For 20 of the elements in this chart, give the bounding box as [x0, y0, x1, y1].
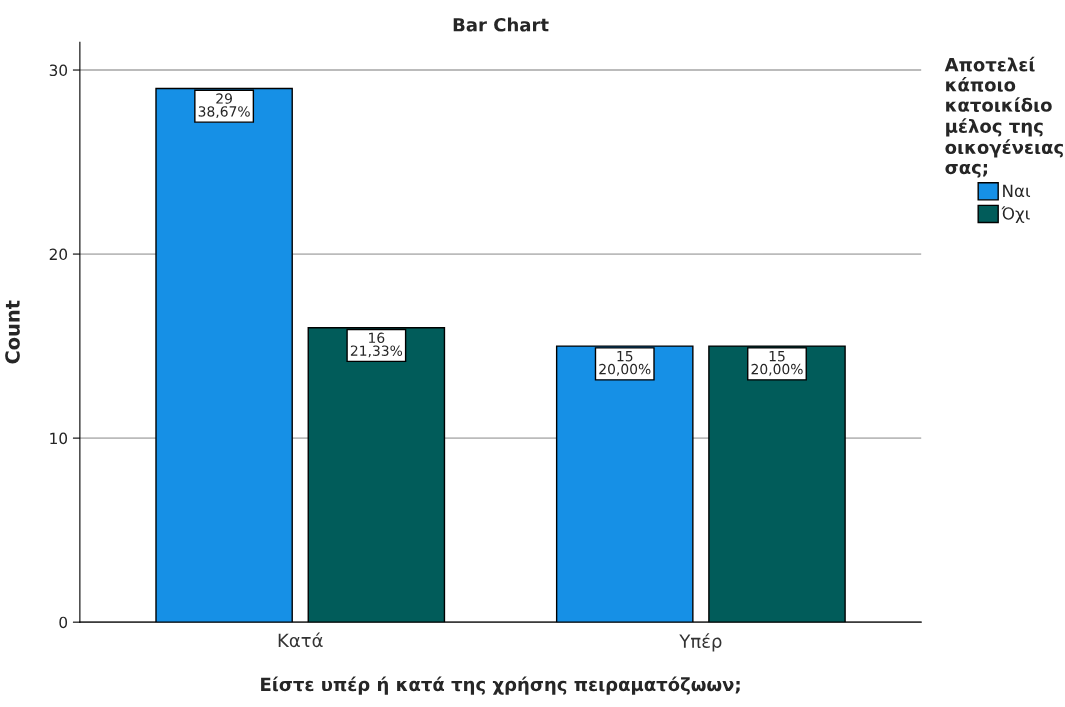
legend-label: Ναι — [1003, 184, 1031, 198]
y-tick-label: 20 — [49, 248, 68, 261]
bar — [155, 87, 293, 623]
legend-title: Αποτελεί κάποιο κατοικίδιο μέλος της οικογένειας σας; — [944, 56, 1063, 178]
x-axis-title: Είστε υπέρ ή κατά της χρήσης πειραματόζωων; — [261, 676, 740, 695]
legend-label: Όχι — [1001, 206, 1030, 224]
x-tick-label: Υπέρ — [679, 633, 722, 652]
data-label: 29 38,67% — [198, 93, 250, 119]
bar — [708, 345, 846, 623]
data-label: 15 20,00% — [599, 351, 651, 376]
data-label: 15 20,00% — [751, 351, 803, 376]
y-tick-label: 10 — [50, 432, 68, 445]
data-label: 16 21,33% — [350, 332, 403, 358]
y-tick-label: 0 — [59, 616, 68, 629]
y-tick-label: 30 — [49, 64, 68, 77]
bar — [307, 326, 446, 623]
y-axis-title: Count — [5, 300, 20, 364]
chart-title: Bar Chart — [453, 17, 549, 32]
bar — [555, 345, 694, 623]
x-tick-label: Κατά — [278, 632, 323, 648]
